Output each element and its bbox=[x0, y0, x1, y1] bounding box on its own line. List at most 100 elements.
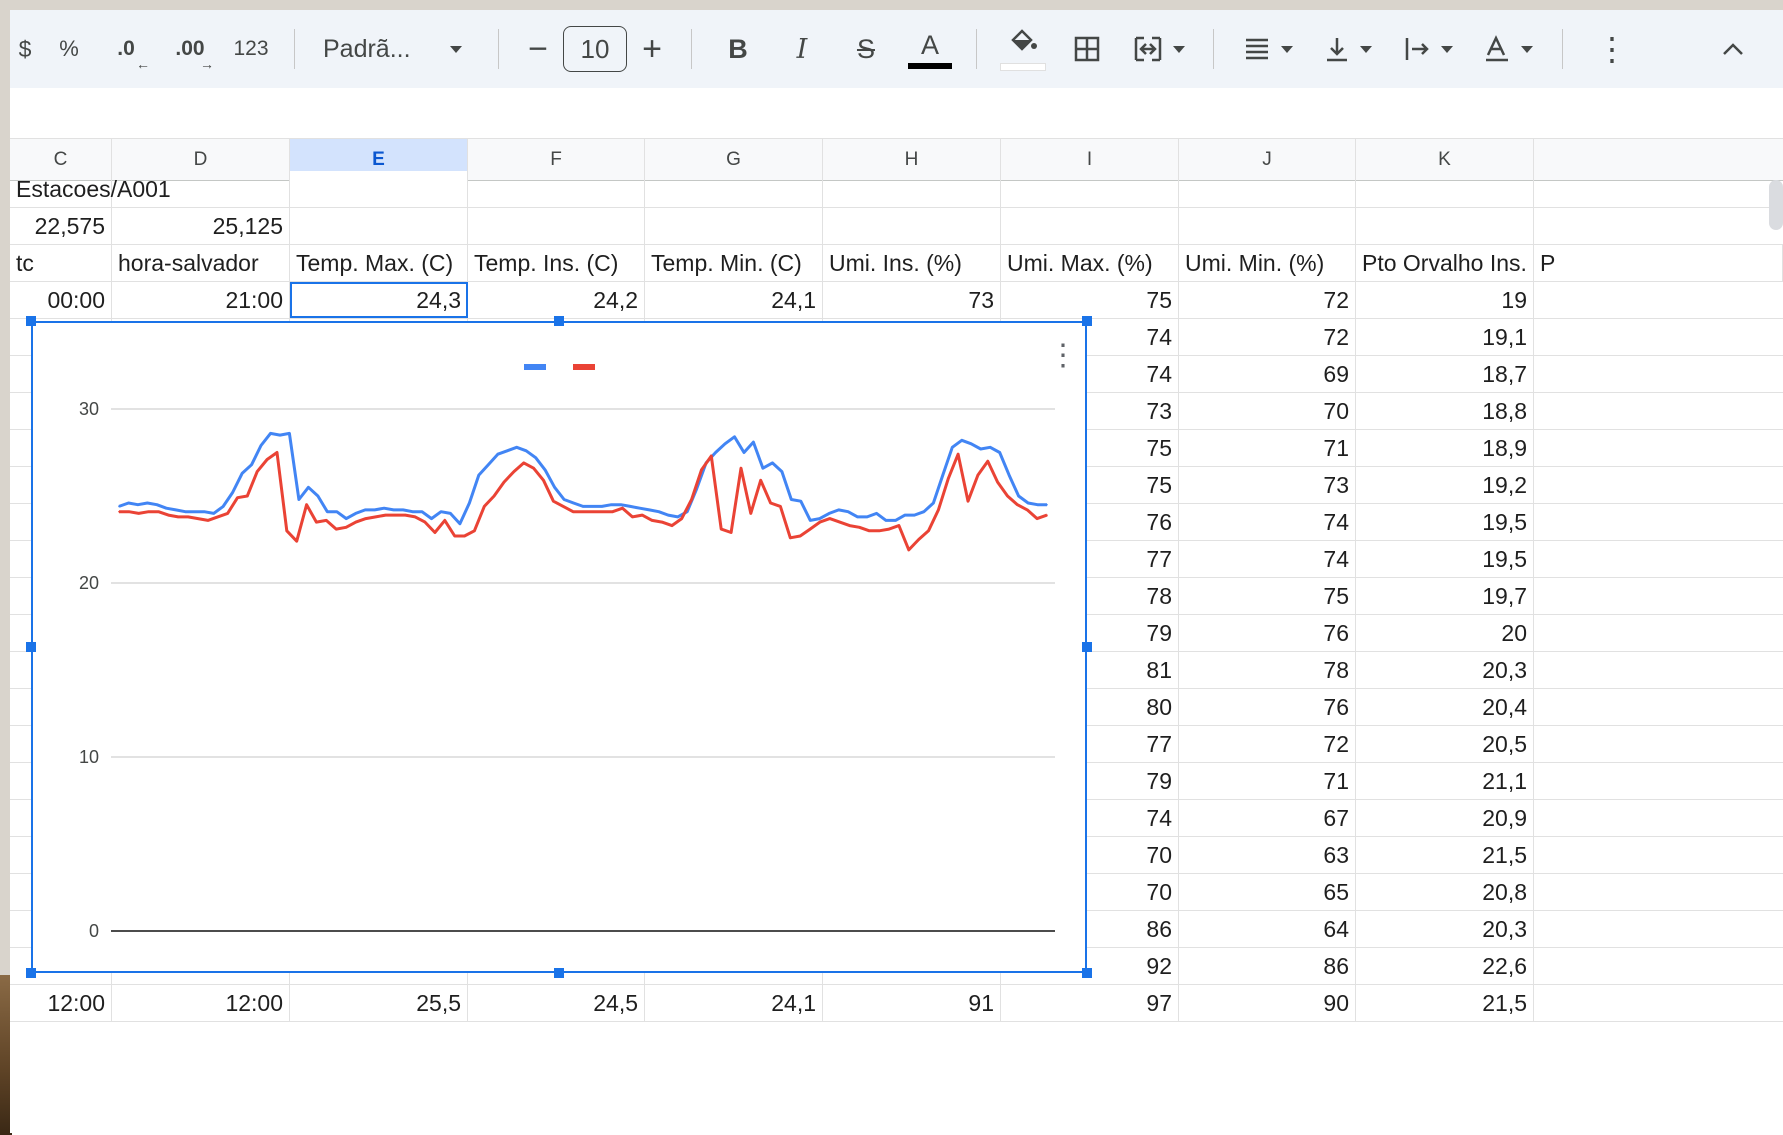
grid-cell[interactable]: 76 bbox=[1001, 504, 1179, 540]
grid-cell[interactable]: 74 bbox=[1179, 541, 1356, 577]
grid-cell[interactable]: 74 bbox=[1001, 356, 1179, 392]
grid-cell[interactable] bbox=[1001, 208, 1179, 244]
grid-cell[interactable]: P bbox=[1534, 245, 1783, 281]
grid-cell[interactable]: 75 bbox=[1001, 282, 1179, 318]
grid-cell[interactable]: 20 bbox=[1356, 615, 1534, 651]
grid-cell[interactable] bbox=[112, 171, 290, 207]
grid-cell[interactable]: 72 bbox=[1179, 282, 1356, 318]
grid-cell[interactable]: 19,7 bbox=[1356, 578, 1534, 614]
grid-cell[interactable]: 75 bbox=[1001, 467, 1179, 503]
fill-color-button[interactable] bbox=[991, 24, 1055, 74]
grid-cell[interactable]: 22,6 bbox=[1356, 948, 1534, 984]
grid-cell[interactable]: 20,3 bbox=[1356, 911, 1534, 947]
grid-cell[interactable]: 63 bbox=[1179, 837, 1356, 873]
column-header-h[interactable]: H bbox=[823, 139, 1001, 180]
text-color-button[interactable]: A bbox=[898, 24, 962, 74]
grid-cell[interactable]: tc bbox=[10, 245, 112, 281]
vertical-align-button[interactable] bbox=[1308, 24, 1388, 74]
resize-handle[interactable] bbox=[26, 968, 36, 978]
font-size-input[interactable]: 10 bbox=[563, 26, 627, 72]
grid-cell[interactable]: Temp. Ins. (C) bbox=[468, 245, 645, 281]
italic-button[interactable]: I bbox=[796, 33, 808, 65]
grid-cell[interactable]: Estacoes/A001 bbox=[10, 171, 171, 207]
grid-cell[interactable]: 25,5 bbox=[290, 985, 468, 1021]
grid-cell[interactable] bbox=[1001, 171, 1179, 207]
grid-cell[interactable]: 91 bbox=[823, 985, 1001, 1021]
grid-cell[interactable]: 00:00 bbox=[10, 282, 112, 318]
grid-cell[interactable]: 64 bbox=[1179, 911, 1356, 947]
chevron-up-icon[interactable] bbox=[1703, 24, 1763, 74]
grid-cell[interactable]: 65 bbox=[1179, 874, 1356, 910]
grid-cell[interactable]: 24,2 bbox=[468, 282, 645, 318]
grid-cell[interactable]: 24,5 bbox=[468, 985, 645, 1021]
increase-font-size-button[interactable]: + bbox=[642, 29, 662, 68]
grid-cell[interactable]: 76 bbox=[1179, 689, 1356, 725]
grid-cell[interactable] bbox=[1356, 171, 1534, 207]
grid-cell[interactable]: 18,7 bbox=[1356, 356, 1534, 392]
grid-cell[interactable]: 19,5 bbox=[1356, 541, 1534, 577]
grid-cell[interactable]: 73 bbox=[1179, 467, 1356, 503]
strikethrough-button[interactable]: S bbox=[856, 33, 875, 64]
grid-cell[interactable]: 20,8 bbox=[1356, 874, 1534, 910]
grid-cell[interactable]: Pto Orvalho Ins. bbox=[1356, 245, 1534, 281]
grid-cell[interactable]: Umi. Max. (%) bbox=[1001, 245, 1179, 281]
resize-handle[interactable] bbox=[26, 316, 36, 326]
grid-cell[interactable]: 75 bbox=[1001, 430, 1179, 466]
grid-cell[interactable]: 79 bbox=[1001, 763, 1179, 799]
grid-cell[interactable]: 21,1 bbox=[1356, 763, 1534, 799]
grid-cell[interactable] bbox=[1356, 208, 1534, 244]
merge-cells-button[interactable] bbox=[1119, 24, 1199, 74]
grid-cell[interactable]: 69 bbox=[1179, 356, 1356, 392]
text-rotation-button[interactable] bbox=[1468, 24, 1548, 74]
grid-cell[interactable] bbox=[645, 171, 823, 207]
decrease-decimal-button[interactable]: .0 ← bbox=[94, 24, 158, 74]
grid-cell[interactable] bbox=[468, 171, 645, 207]
grid-cell[interactable]: 75 bbox=[1179, 578, 1356, 614]
font-family-select[interactable]: Padrã... bbox=[309, 24, 484, 74]
borders-button[interactable] bbox=[1055, 24, 1119, 74]
grid-cell[interactable]: 12:00 bbox=[112, 985, 290, 1021]
column-header-k[interactable]: K bbox=[1356, 139, 1534, 180]
grid-cell[interactable]: 97 bbox=[1001, 985, 1179, 1021]
grid-cell[interactable]: 74 bbox=[1001, 800, 1179, 836]
grid-cell[interactable] bbox=[290, 171, 468, 207]
grid-cell[interactable]: 20,5 bbox=[1356, 726, 1534, 762]
grid-cell[interactable]: 18,9 bbox=[1356, 430, 1534, 466]
grid-cell[interactable]: 70 bbox=[1001, 837, 1179, 873]
grid-cell[interactable]: 73 bbox=[823, 282, 1001, 318]
column-header-g[interactable]: G bbox=[645, 139, 823, 180]
grid-cell[interactable]: Temp. Max. (C) bbox=[290, 245, 468, 281]
grid-cell[interactable]: 81 bbox=[1001, 652, 1179, 688]
resize-handle[interactable] bbox=[1082, 642, 1092, 652]
grid-cell[interactable]: 21,5 bbox=[1356, 985, 1534, 1021]
grid-cell[interactable]: 71 bbox=[1179, 430, 1356, 466]
column-header-d[interactable]: D bbox=[112, 139, 290, 180]
grid-cell[interactable]: Umi. Ins. (%) bbox=[823, 245, 1001, 281]
grid-cell[interactable] bbox=[823, 208, 1001, 244]
resize-handle[interactable] bbox=[554, 968, 564, 978]
grid-cell[interactable]: 77 bbox=[1001, 726, 1179, 762]
grid-cell[interactable]: 21:00 bbox=[112, 282, 290, 318]
grid-cell[interactable]: 12:00 bbox=[10, 985, 112, 1021]
grid-cell[interactable]: 19,5 bbox=[1356, 504, 1534, 540]
more-options-icon[interactable]: ⋮ bbox=[1596, 31, 1628, 67]
resize-handle[interactable] bbox=[1082, 968, 1092, 978]
grid-cell[interactable]: 72 bbox=[1179, 319, 1356, 355]
grid-cell[interactable] bbox=[1179, 208, 1356, 244]
grid-cell[interactable]: 18,8 bbox=[1356, 393, 1534, 429]
column-header-i[interactable]: I bbox=[1001, 139, 1179, 180]
grid-cell[interactable]: Temp. Min. (C) bbox=[645, 245, 823, 281]
format-currency-button[interactable]: $ bbox=[18, 35, 32, 62]
grid-cell[interactable]: 19 bbox=[1356, 282, 1534, 318]
grid-cell[interactable] bbox=[1179, 171, 1356, 207]
grid-cell[interactable] bbox=[823, 171, 1001, 207]
grid-cell[interactable]: 92 bbox=[1001, 948, 1179, 984]
format-percent-button[interactable]: % bbox=[59, 36, 79, 61]
grid-cell[interactable]: 67 bbox=[1179, 800, 1356, 836]
grid-cell[interactable]: 19,2 bbox=[1356, 467, 1534, 503]
resize-handle[interactable] bbox=[1082, 316, 1092, 326]
line-chart[interactable]: 0 10 20 30 bbox=[31, 321, 1087, 973]
column-header-f[interactable]: F bbox=[468, 139, 645, 180]
column-header-j[interactable]: J bbox=[1179, 139, 1356, 180]
grid-cell[interactable]: 24,1 bbox=[645, 282, 823, 318]
